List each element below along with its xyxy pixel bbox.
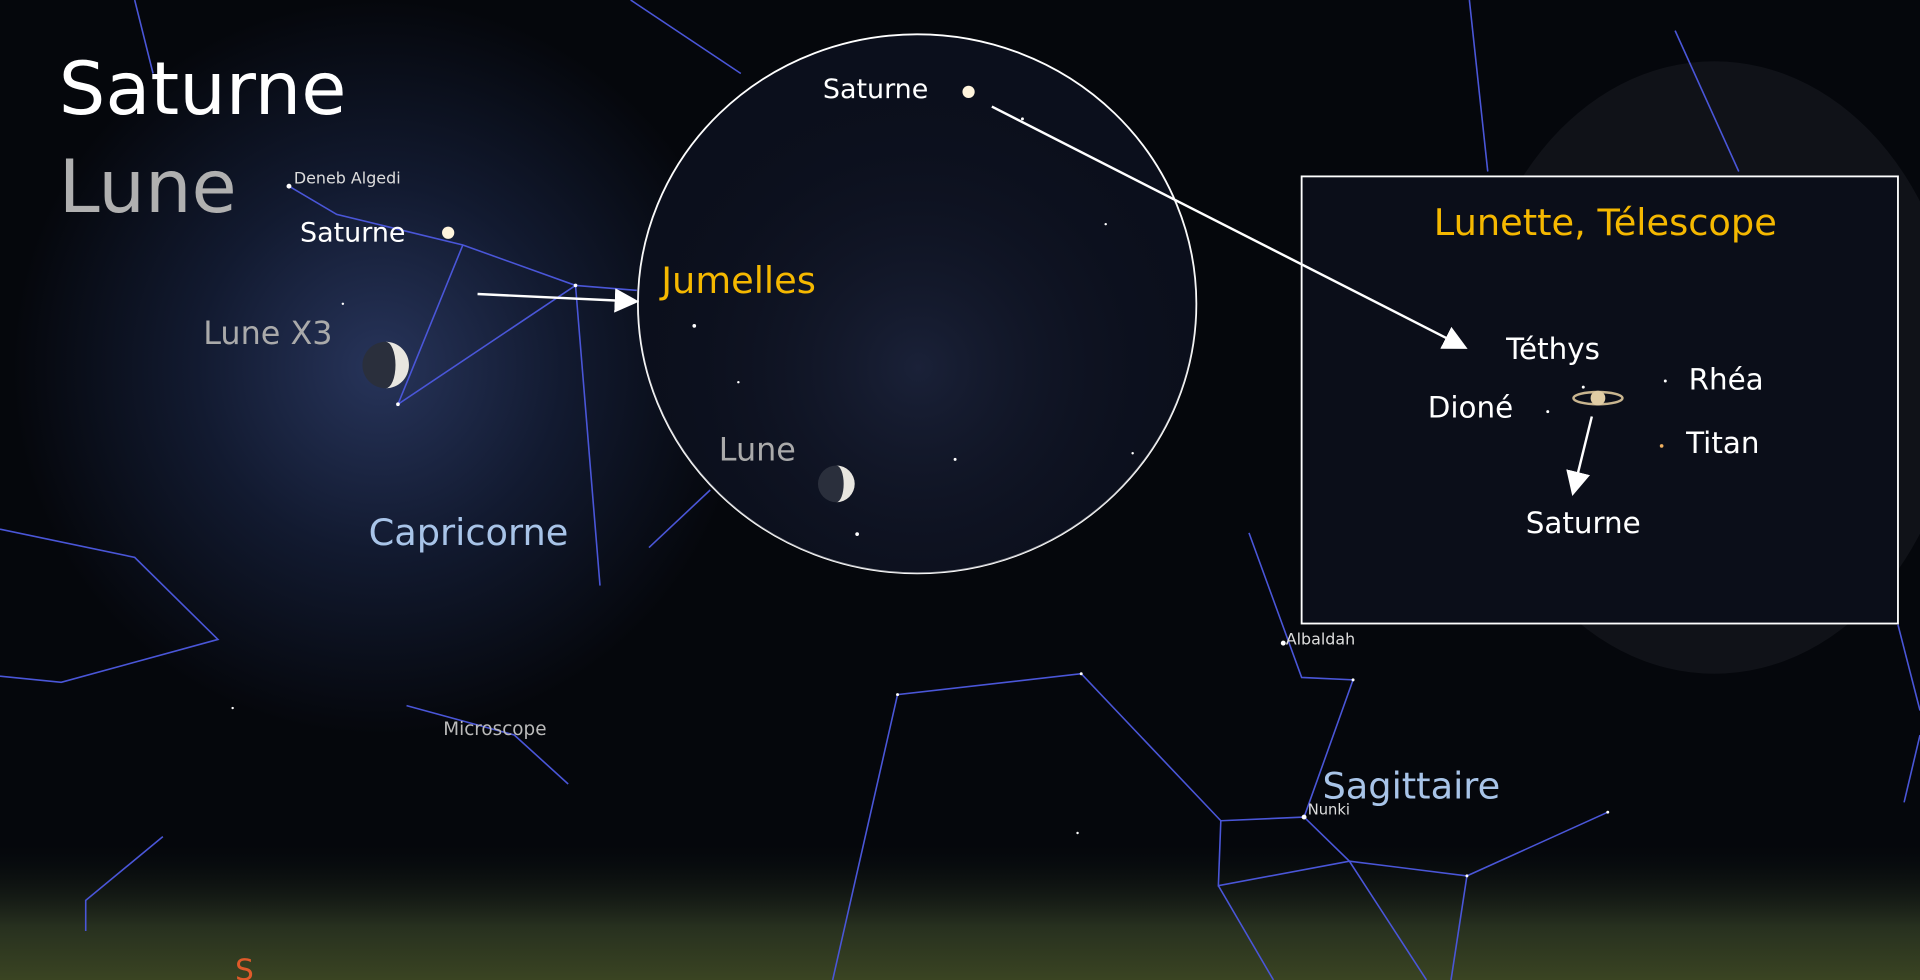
title-line: Lune: [59, 145, 237, 230]
telescope-view: [1300, 175, 1899, 625]
moon-label: Lune: [719, 431, 796, 469]
view-title: Jumelles: [659, 259, 816, 302]
moon-name: Dioné: [1428, 391, 1513, 425]
arrow: [1566, 416, 1594, 496]
constellation-label: Microscope: [443, 719, 546, 740]
arrow: [991, 105, 1468, 349]
planet-label: Saturne: [300, 217, 405, 248]
constellation-label: Sagittaire: [1322, 765, 1500, 808]
star-label: Deneb Algedi: [294, 169, 401, 188]
view-title: Lunette, Télescope: [1434, 201, 1777, 244]
star-label: Nunki: [1308, 802, 1350, 819]
arrow: [477, 288, 640, 313]
ground: [0, 845, 1920, 980]
cardinal-label: S: [235, 953, 254, 980]
moon-name: Téthys: [1505, 332, 1600, 366]
moon-label: Lune X3: [203, 314, 332, 352]
moon-name: Titan: [1685, 426, 1759, 460]
star-label: Albaldah: [1286, 629, 1355, 648]
binocular-view: [637, 33, 1198, 575]
constellation-label: Capricorne: [369, 511, 569, 554]
moon-large: [362, 341, 409, 389]
moon-name: Rhéa: [1689, 363, 1764, 397]
planet-label: Saturne: [823, 74, 928, 105]
planet-label: Saturne: [1526, 506, 1641, 540]
title-line: Saturne: [59, 47, 347, 132]
saturn: [442, 226, 455, 239]
